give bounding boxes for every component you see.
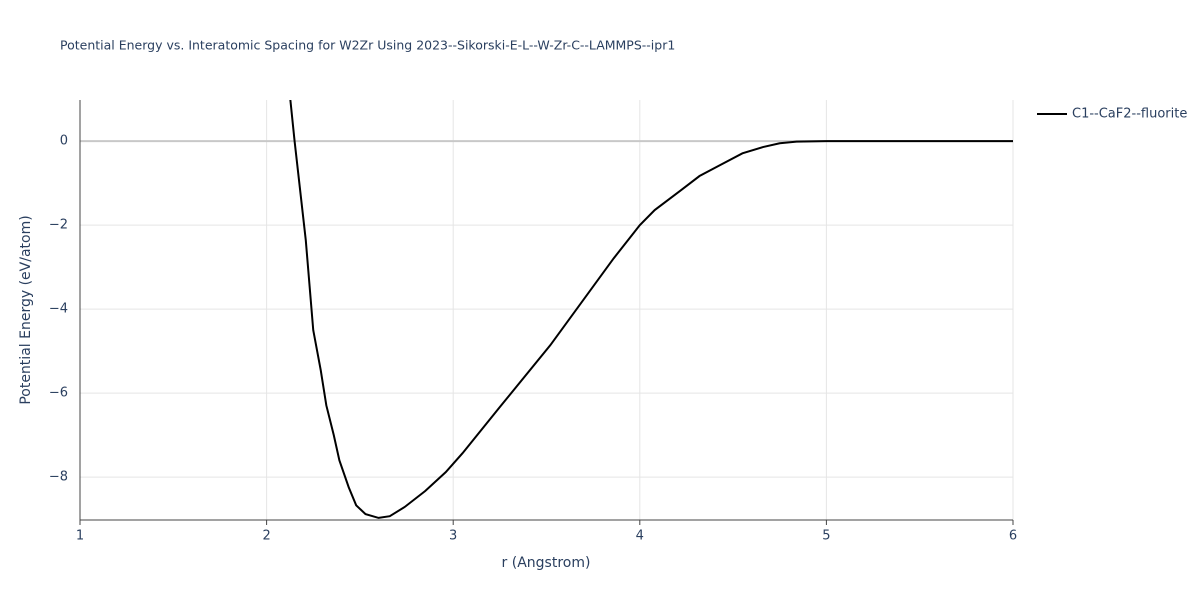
y-tick-label: −8 xyxy=(49,470,68,485)
y-tick-label: −2 xyxy=(49,218,68,233)
x-axis-title: r (Angstrom) xyxy=(502,555,591,571)
grid xyxy=(79,100,1014,520)
x-tick-label: 1 xyxy=(76,529,84,544)
x-tick-label: 6 xyxy=(1009,529,1017,544)
y-tick-label: −6 xyxy=(49,386,68,401)
line-series xyxy=(289,100,1013,519)
x-tick-label: 2 xyxy=(262,529,270,544)
y-tick-label: 0 xyxy=(60,134,68,149)
y-axis-title: Potential Energy (eV/atom) xyxy=(18,215,34,404)
chart-title: Potential Energy vs. Interatomic Spacing… xyxy=(60,38,675,53)
legend-label: C1--CaF2--fluorite xyxy=(1072,107,1187,122)
y-tick-label: −4 xyxy=(49,302,68,317)
x-tick-label: 3 xyxy=(449,529,457,544)
x-tick-label: 5 xyxy=(822,529,830,544)
x-tick-label: 4 xyxy=(636,529,644,544)
